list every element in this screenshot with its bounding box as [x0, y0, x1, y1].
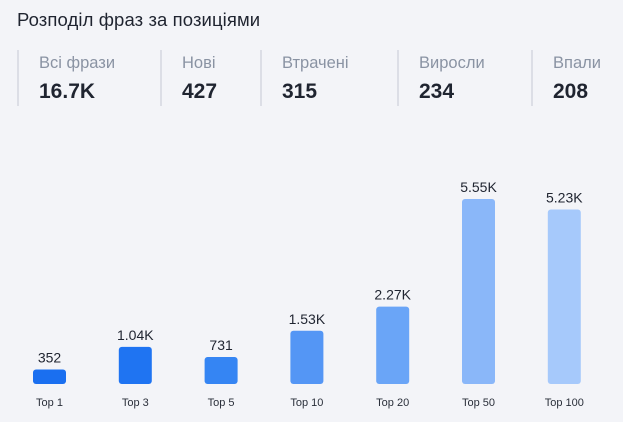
category-label: Top 20	[376, 397, 409, 409]
bar-top-50[interactable]	[462, 199, 495, 384]
stat-value: 208	[553, 80, 589, 103]
category-label: Top 50	[462, 397, 495, 409]
stat-new[interactable]: Нові 427	[160, 50, 217, 106]
stat-value: 427	[182, 80, 218, 103]
stat-all-phrases[interactable]: Всі фрази 16.7K	[17, 50, 115, 106]
stat-value: 315	[282, 80, 318, 103]
stat-label: Втрачені	[282, 54, 349, 72]
bar-top-20[interactable]	[376, 306, 410, 384]
bar-top-3[interactable]	[118, 346, 152, 384]
stat-value: 16.7K	[39, 80, 96, 103]
bar-value-label: 2.27K	[374, 287, 411, 303]
bar-value-label: 1.04K	[117, 327, 154, 343]
stat-grew[interactable]: Виросли 234	[397, 50, 485, 106]
stat-label: Нові	[182, 54, 216, 72]
bar-top-10[interactable]	[290, 330, 324, 384]
bar-value-label: 5.23K	[546, 190, 583, 206]
category-label: Top 5	[208, 397, 235, 409]
bar-value-label: 352	[38, 350, 62, 366]
category-label: Top 10	[290, 397, 323, 409]
stats-row: Всі фрази 16.7K Нові 427 Втрачені 315 Ви…	[0, 50, 623, 106]
stat-label: Впали	[553, 54, 601, 72]
category-label: Top 3	[122, 397, 149, 409]
widget-title: Розподіл фраз за позиціями	[17, 9, 261, 30]
category-label: Top 100	[545, 397, 584, 409]
stat-label: Виросли	[419, 54, 485, 72]
stat-value: 234	[419, 80, 455, 103]
bar-top-5[interactable]	[204, 357, 238, 384]
category-label: Top 1	[36, 397, 63, 409]
bar-top-100[interactable]	[547, 209, 581, 385]
stat-label: Всі фрази	[39, 54, 116, 72]
bar-value-label: 1.53K	[289, 311, 326, 327]
bar-value-label: 5.55K	[460, 179, 497, 195]
stat-lost[interactable]: Втрачені 315	[260, 50, 349, 106]
bar-top-1[interactable]	[33, 369, 66, 385]
bar-value-label: 731	[209, 337, 233, 353]
stat-dropped[interactable]: Впали 208	[531, 50, 601, 106]
